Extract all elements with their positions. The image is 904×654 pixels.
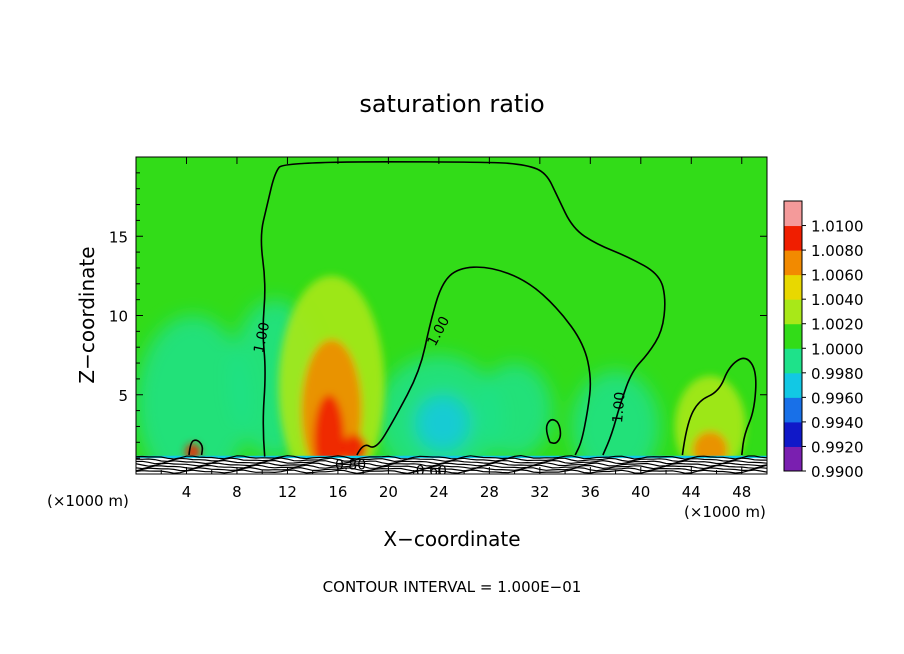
cool-region-0 bbox=[136, 315, 250, 474]
contour-interval-note: CONTOUR INTERVAL = 1.000E−01 bbox=[323, 578, 582, 596]
colorbar-swatch-0 bbox=[784, 446, 802, 472]
contour-label-3: 0.80 bbox=[335, 457, 366, 473]
colorbar-frame bbox=[783, 200, 803, 472]
surface-contour-6 bbox=[136, 469, 767, 474]
surface-contour-3 bbox=[136, 462, 767, 467]
chart-title: saturation ratio bbox=[359, 90, 544, 118]
y-axis-label: Z−coordinate bbox=[75, 246, 99, 383]
x-tick-label-4: 20 bbox=[379, 483, 398, 501]
contour-label-0: 1.00 bbox=[251, 321, 273, 355]
colorbar-label-2: 0.9940 bbox=[811, 414, 864, 432]
surface-contour-5 bbox=[136, 466, 767, 472]
colorbar-label-4: 0.9980 bbox=[811, 365, 864, 383]
x-tick-label-9: 40 bbox=[631, 483, 650, 501]
plot-area: 1.00 1.001.000.80 0.60 bbox=[136, 157, 767, 480]
contour-line-1 bbox=[356, 266, 592, 456]
x-axis-label: X−coordinate bbox=[383, 527, 520, 551]
colorbar-swatch-4 bbox=[784, 348, 802, 374]
colorbar-swatch-2 bbox=[784, 397, 802, 423]
y-tick-label-2: 15 bbox=[109, 228, 128, 246]
x-unit-label-right: (×1000 m) bbox=[684, 503, 766, 521]
x-tick-label-7: 32 bbox=[530, 483, 549, 501]
contour-line-3 bbox=[188, 439, 204, 456]
x-tick-label-2: 12 bbox=[278, 483, 297, 501]
colorbar-label-9: 1.0080 bbox=[811, 242, 864, 260]
colorbar-swatch-5 bbox=[784, 323, 802, 349]
colorbar-label-6: 1.0020 bbox=[811, 316, 864, 334]
contour-lines-1-00 bbox=[188, 160, 757, 457]
colorbar-swatch-1 bbox=[784, 421, 802, 447]
colorbar-label-10: 1.0100 bbox=[811, 218, 864, 236]
x-tick-label-0: 4 bbox=[182, 483, 192, 501]
contour-label-2: 1.00 bbox=[610, 391, 629, 423]
y-tick-label-0: 5 bbox=[118, 387, 128, 405]
colorbar-label-8: 1.0060 bbox=[811, 267, 864, 285]
colorbar-label-0: 0.9900 bbox=[811, 463, 864, 481]
surface-contour-lines bbox=[136, 454, 767, 474]
contour-line-2 bbox=[681, 357, 757, 456]
x-tick-label-11: 48 bbox=[732, 483, 751, 501]
colorbar-label-1: 0.9920 bbox=[811, 438, 864, 456]
x-tick-label-10: 44 bbox=[682, 483, 701, 501]
colorbar-label-3: 0.9960 bbox=[811, 389, 864, 407]
x-tick-label-3: 16 bbox=[328, 483, 347, 501]
colorbar-swatch-9 bbox=[784, 225, 802, 251]
x-unit-label-left: (×1000 m) bbox=[47, 492, 129, 510]
surface-contour-2 bbox=[136, 459, 767, 465]
surface-contour-4 bbox=[136, 464, 767, 470]
cool-region-2 bbox=[414, 394, 471, 452]
colorbar-label-5: 1.0000 bbox=[811, 340, 864, 358]
x-tick-label-8: 36 bbox=[581, 483, 600, 501]
colorbar-swatch-8 bbox=[784, 250, 802, 276]
colorbar-swatch-7 bbox=[784, 274, 802, 300]
x-axis: 4 8 12 16 20 24 28 32 36 40 44 48 bbox=[160, 157, 751, 501]
contour-line-0 bbox=[260, 160, 666, 457]
colorbar-swatch-3 bbox=[784, 372, 802, 398]
x-tick-label-5: 24 bbox=[429, 483, 448, 501]
y-axis: 5 10 15 bbox=[109, 172, 767, 459]
y-tick-label-1: 10 bbox=[109, 308, 128, 326]
colorbar-label-7: 1.0040 bbox=[811, 291, 864, 309]
warm-region-3 bbox=[313, 394, 345, 474]
colorbar-swatch-10 bbox=[784, 201, 802, 227]
colorbar: 0.9900 0.9920 0.9940 0.9960 0.9980 1.0000 1.00… bbox=[783, 200, 864, 481]
contour-label-4: 0.60 bbox=[416, 464, 447, 480]
contour-labels: 1.00 1.001.000.80 0.60 bbox=[251, 314, 629, 480]
warm-region-2 bbox=[674, 375, 746, 474]
cool-region-4 bbox=[476, 363, 553, 459]
x-tick-label-1: 8 bbox=[232, 483, 242, 501]
surface-contour-0 bbox=[136, 454, 767, 460]
colorbar-swatch-6 bbox=[784, 299, 802, 325]
x-tick-label-6: 28 bbox=[480, 483, 499, 501]
contour-line-4 bbox=[545, 418, 562, 445]
